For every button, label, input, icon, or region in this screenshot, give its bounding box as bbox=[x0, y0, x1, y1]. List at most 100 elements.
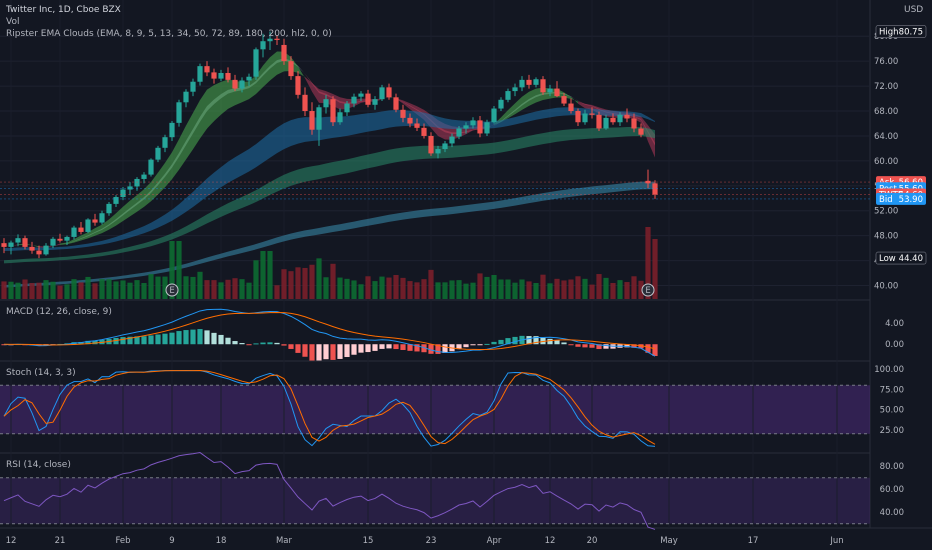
candle[interactable] bbox=[29, 241, 35, 254]
candle[interactable] bbox=[169, 120, 175, 141]
candle[interactable] bbox=[414, 118, 420, 131]
candle[interactable] bbox=[596, 111, 602, 131]
candle[interactable] bbox=[71, 225, 77, 240]
candle[interactable] bbox=[491, 106, 497, 124]
candle[interactable] bbox=[15, 234, 21, 247]
candle[interactable] bbox=[225, 67, 231, 83]
candle[interactable] bbox=[351, 93, 357, 108]
candle[interactable] bbox=[540, 76, 546, 95]
earnings-marker[interactable]: E bbox=[641, 283, 655, 297]
candle[interactable] bbox=[554, 81, 560, 98]
candle[interactable] bbox=[498, 97, 504, 112]
candle[interactable] bbox=[36, 245, 42, 259]
candle[interactable] bbox=[232, 74, 238, 92]
candle[interactable] bbox=[533, 77, 539, 88]
candle[interactable] bbox=[43, 243, 49, 256]
candle[interactable] bbox=[638, 123, 644, 138]
candle[interactable] bbox=[477, 116, 483, 138]
candle[interactable] bbox=[50, 236, 56, 249]
candle[interactable] bbox=[211, 68, 217, 84]
candle[interactable] bbox=[239, 77, 245, 93]
candle[interactable] bbox=[631, 113, 637, 133]
candle[interactable] bbox=[463, 122, 469, 134]
candle[interactable] bbox=[484, 119, 490, 136]
candle[interactable] bbox=[141, 172, 147, 184]
candle[interactable] bbox=[561, 92, 567, 107]
candle[interactable] bbox=[505, 88, 511, 103]
candle[interactable] bbox=[218, 69, 224, 82]
candle[interactable] bbox=[323, 94, 329, 114]
candle[interactable] bbox=[246, 73, 252, 87]
symbol-title[interactable]: Twitter Inc, 1D, Cboe BZX bbox=[5, 5, 121, 15]
candle[interactable] bbox=[358, 91, 364, 102]
candle[interactable] bbox=[379, 84, 385, 102]
candle[interactable] bbox=[547, 84, 553, 97]
candle[interactable] bbox=[512, 83, 518, 97]
candle[interactable] bbox=[617, 112, 623, 126]
candle[interactable] bbox=[344, 101, 350, 117]
macd-legend[interactable]: MACD (12, 26, close, 9) bbox=[6, 307, 112, 317]
price-badge[interactable]: Bid 53.90 bbox=[876, 192, 926, 205]
candle[interactable] bbox=[526, 74, 532, 89]
candle[interactable] bbox=[386, 83, 392, 100]
candle[interactable] bbox=[183, 89, 189, 108]
candle[interactable] bbox=[624, 108, 630, 123]
stoch-legend[interactable]: Stoch (14, 3, 3) bbox=[6, 368, 76, 378]
candle[interactable] bbox=[155, 145, 161, 163]
candle[interactable] bbox=[568, 98, 574, 114]
candle[interactable] bbox=[330, 96, 336, 126]
candle[interactable] bbox=[78, 221, 84, 235]
candle[interactable] bbox=[589, 107, 595, 119]
candle[interactable] bbox=[120, 187, 126, 201]
candle[interactable] bbox=[281, 38, 287, 65]
ema-cloud-legend[interactable]: Ripster EMA Clouds (EMA, 8, 9, 5, 13, 34… bbox=[6, 29, 332, 39]
candle[interactable] bbox=[652, 180, 658, 199]
candle[interactable] bbox=[442, 140, 448, 153]
candle[interactable] bbox=[162, 134, 168, 153]
candle[interactable] bbox=[519, 76, 525, 92]
rsi-legend[interactable]: RSI (14, close) bbox=[6, 460, 71, 470]
candle[interactable] bbox=[57, 233, 63, 243]
candle[interactable] bbox=[400, 104, 406, 123]
candle[interactable] bbox=[22, 235, 28, 250]
candle[interactable] bbox=[337, 108, 343, 125]
candle[interactable] bbox=[407, 113, 413, 128]
candle[interactable] bbox=[197, 63, 203, 86]
price-badge[interactable]: Low 44.40 bbox=[875, 251, 927, 265]
candle[interactable] bbox=[428, 132, 434, 156]
candle[interactable] bbox=[190, 78, 196, 97]
candle[interactable] bbox=[85, 218, 91, 234]
candle[interactable] bbox=[253, 47, 259, 80]
candle[interactable] bbox=[372, 96, 378, 110]
candle[interactable] bbox=[106, 202, 112, 216]
candle[interactable] bbox=[365, 89, 371, 108]
candle[interactable] bbox=[449, 133, 455, 148]
vol-legend[interactable]: Vol bbox=[6, 17, 19, 27]
candle[interactable] bbox=[309, 102, 315, 135]
candle[interactable] bbox=[316, 104, 322, 146]
candle[interactable] bbox=[148, 158, 154, 177]
candle[interactable] bbox=[8, 240, 14, 255]
candle[interactable] bbox=[92, 213, 98, 226]
candle[interactable] bbox=[204, 61, 210, 77]
candle[interactable] bbox=[176, 99, 182, 127]
candle[interactable] bbox=[435, 145, 441, 159]
price-badge[interactable]: High 80.75 bbox=[875, 25, 927, 38]
candle[interactable] bbox=[127, 182, 133, 196]
candle[interactable] bbox=[113, 195, 119, 208]
candle[interactable] bbox=[582, 109, 588, 125]
candle[interactable] bbox=[470, 117, 476, 129]
earnings-marker[interactable]: E bbox=[165, 283, 179, 297]
candle[interactable] bbox=[575, 108, 581, 126]
candle[interactable] bbox=[610, 113, 616, 125]
candle[interactable] bbox=[267, 31, 273, 50]
candle[interactable] bbox=[603, 114, 609, 130]
candle[interactable] bbox=[288, 56, 294, 80]
candle[interactable] bbox=[295, 71, 301, 99]
candle[interactable] bbox=[421, 123, 427, 139]
candle[interactable] bbox=[393, 93, 399, 113]
candle[interactable] bbox=[456, 125, 462, 140]
candle[interactable] bbox=[1, 238, 7, 254]
